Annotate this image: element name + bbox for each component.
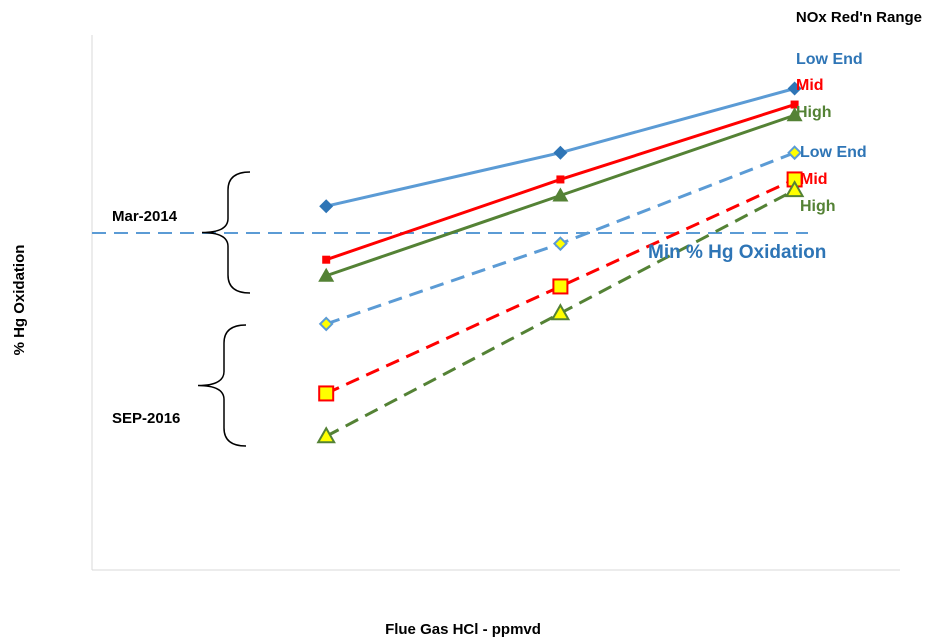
point-0-2	[787, 81, 802, 96]
x-axis-label: Flue Gas HCl - ppmvd	[385, 621, 541, 638]
axes	[91, 35, 900, 571]
series-1: Mid	[322, 77, 824, 264]
point-5-2	[784, 180, 805, 198]
brace-mar-2014	[201, 171, 251, 294]
series-line-4	[325, 178, 796, 395]
series-0: Low End	[319, 51, 863, 214]
labels: NOx Red'n Range Flue Gas HCl - ppmvd % H…	[11, 9, 922, 638]
point-1-0	[322, 255, 331, 264]
legend-title: NOx Red'n Range	[796, 9, 922, 26]
series-4: Mid	[318, 171, 828, 402]
point-2-0	[318, 267, 335, 282]
series-label-5: High	[800, 198, 836, 215]
series-label-2: High	[796, 104, 832, 121]
point-5-1	[550, 303, 571, 321]
group-label-mar-2014: Mar-2014	[112, 208, 178, 225]
group-braces	[197, 171, 251, 447]
point-0-1	[553, 145, 568, 160]
point-0-0	[319, 199, 334, 214]
series-label-0: Low End	[796, 51, 863, 68]
point-1-1	[556, 175, 565, 184]
brace-sep-2016	[197, 324, 247, 447]
point-5-0	[316, 426, 336, 444]
point-4-0	[318, 385, 335, 402]
series-2: High	[318, 104, 832, 282]
point-2-2	[786, 107, 803, 122]
point-3-0	[318, 316, 334, 332]
point-1-2	[790, 100, 799, 109]
series-label-3: Low End	[800, 144, 867, 161]
threshold-label: Min % Hg Oxidation	[648, 242, 826, 263]
series-3: Low End	[318, 144, 867, 332]
y-axis-label: % Hg Oxidation	[11, 245, 28, 356]
point-3-2	[787, 145, 803, 161]
point-2-1	[552, 187, 569, 202]
point-4-1	[552, 278, 569, 295]
point-3-1	[552, 236, 568, 252]
series-label-4: Mid	[800, 171, 828, 188]
series-label-1: Mid	[796, 77, 824, 94]
series-layer: Low End Mid High Low End Mid High	[316, 51, 867, 444]
group-label-sep-2016: SEP-2016	[112, 410, 180, 427]
series-5: High	[316, 180, 836, 444]
